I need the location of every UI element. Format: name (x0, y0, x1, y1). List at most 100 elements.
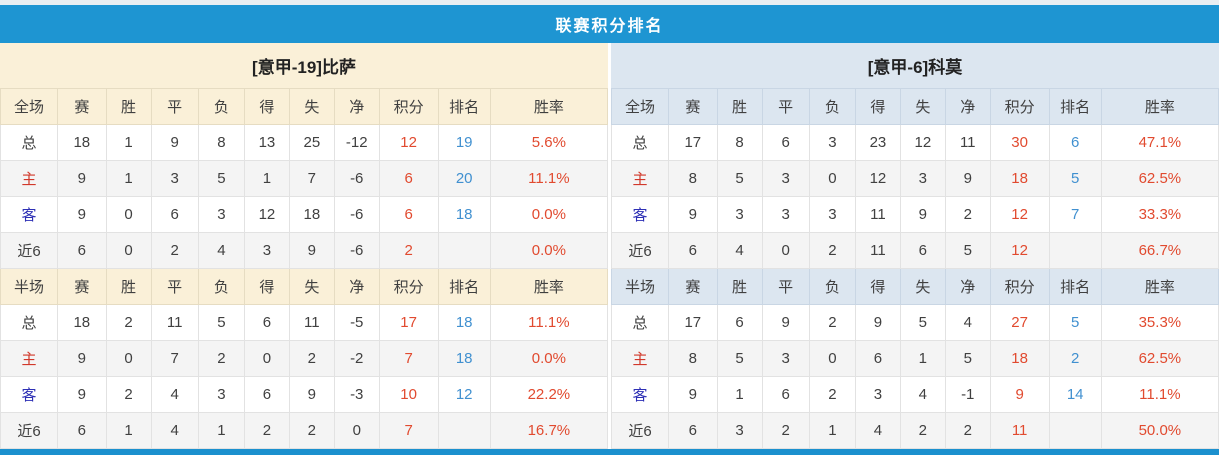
stat-cell: 0 (333, 412, 380, 449)
column-header-cell: 胜率 (1100, 268, 1219, 305)
points-cell: 11 (989, 412, 1050, 449)
points-cell: 6 (378, 196, 439, 233)
rank-cell: 18 (437, 304, 491, 341)
stats-table: 全场赛胜平负得失净积分 排名 胜率总 17 8 6 3 23 12 11 30 6 47.1% 主 8 5 3 0… (610, 88, 1219, 449)
column-header-cell: 平 (761, 268, 810, 305)
stat-cell: 3 (150, 160, 199, 197)
column-header-cell: 胜 (105, 88, 152, 125)
stats-row: 客 9 3 3 3 11 9 2 12 7 33.3% (610, 196, 1219, 233)
rank-cell: 18 (437, 340, 491, 377)
stat-cell: -5 (333, 304, 380, 341)
winrate-cell: 47.1% (1100, 124, 1219, 161)
winrate-cell: 11.1% (489, 160, 609, 197)
stat-cell: 12 (899, 124, 946, 161)
stat-cell: 4 (716, 232, 763, 269)
row-label-cell: 近6 (0, 412, 59, 449)
column-header-cell: 积分 (378, 268, 439, 305)
winrate-cell: 66.7% (1100, 232, 1219, 269)
points-cell: 2 (378, 232, 439, 269)
winrate-cell: 50.0% (1100, 412, 1219, 449)
stat-cell: 13 (243, 124, 290, 161)
rank-cell: 6 (1048, 124, 1102, 161)
stat-cell: 0 (105, 340, 152, 377)
stat-cell: 1 (243, 160, 290, 197)
stat-cell: 2 (808, 304, 856, 341)
stat-cell: 3 (197, 376, 245, 413)
row-label-cell: 近6 (610, 232, 670, 269)
column-header-cell: 排名 (1048, 88, 1102, 125)
stats-row: 总 18 1 9 8 13 25 -12 12 19 5.6% (0, 124, 609, 161)
stats-row: 总 18 2 11 5 6 11 -5 17 18 11.1% (0, 304, 609, 341)
stat-cell: 9 (288, 232, 335, 269)
row-label-cell: 客 (610, 376, 670, 413)
tables-container: [意甲-19]比萨 全场赛胜平负得失净积分 排名 胜率总 18 1 9 8 13 25 -12 12 1… (0, 43, 1219, 449)
stat-cell: 6 (243, 376, 290, 413)
column-header-cell: 胜率 (489, 268, 609, 305)
stat-cell: 11 (854, 232, 901, 269)
column-header-cell: 负 (197, 88, 245, 125)
team-title: [意甲-19]比萨 (0, 43, 608, 88)
column-header-cell: 失 (288, 88, 335, 125)
stat-cell: 2 (288, 412, 335, 449)
stat-cell: 1 (899, 340, 946, 377)
stat-cell: 5 (944, 232, 991, 269)
stat-cell: 9 (761, 304, 810, 341)
row-label-cell: 主 (0, 340, 59, 377)
stat-cell: 4 (197, 232, 245, 269)
stat-cell: 0 (243, 340, 290, 377)
stat-cell: -12 (333, 124, 380, 161)
winrate-cell: 62.5% (1100, 160, 1219, 197)
points-cell: 18 (989, 160, 1050, 197)
column-header-cell: 净 (333, 268, 380, 305)
rank-cell: 20 (437, 160, 491, 197)
team-panel-left: [意甲-19]比萨 全场赛胜平负得失净积分 排名 胜率总 18 1 9 8 13 25 -12 12 1… (0, 43, 611, 449)
points-cell: 30 (989, 124, 1050, 161)
rank-cell (437, 232, 491, 269)
stat-cell: 7 (288, 160, 335, 197)
stats-row: 主 8 5 3 0 12 3 9 18 5 62.5% (610, 160, 1219, 197)
stat-cell: 2 (105, 376, 152, 413)
stat-cell: -1 (944, 376, 991, 413)
column-header-cell: 积分 (378, 88, 439, 125)
row-label-cell: 主 (0, 160, 59, 197)
stat-cell: 6 (668, 232, 718, 269)
stat-cell: 25 (288, 124, 335, 161)
row-label-cell: 客 (0, 376, 59, 413)
rank-cell: 19 (437, 124, 491, 161)
stat-cell: 9 (288, 376, 335, 413)
row-label-cell: 客 (610, 196, 670, 233)
top-strip (0, 0, 1219, 5)
stat-cell: 3 (243, 232, 290, 269)
stats-row: 主 9 1 3 5 1 7 -6 6 20 11.1% (0, 160, 609, 197)
stat-cell: 11 (854, 196, 901, 233)
stat-cell: 18 (57, 304, 107, 341)
row-label-cell: 客 (0, 196, 59, 233)
stat-cell: 7 (150, 340, 199, 377)
row-label-cell: 近6 (0, 232, 59, 269)
column-header-cell: 净 (333, 88, 380, 125)
stat-cell: 1 (197, 412, 245, 449)
stat-cell: 2 (899, 412, 946, 449)
stat-cell: 1 (716, 376, 763, 413)
stat-cell: 11 (944, 124, 991, 161)
column-header-cell: 平 (150, 88, 199, 125)
points-cell: 7 (378, 340, 439, 377)
stats-row: 客 9 1 6 2 3 4 -1 9 14 11.1% (610, 376, 1219, 413)
stat-cell: 2 (944, 412, 991, 449)
section-header-row: 半场赛胜平负得失净积分 排名 胜率 (610, 268, 1219, 305)
column-header-cell: 得 (854, 268, 901, 305)
stat-cell: 3 (716, 196, 763, 233)
points-cell: 12 (989, 232, 1050, 269)
points-cell: 12 (989, 196, 1050, 233)
page-title: 联赛积分排名 (0, 5, 1219, 43)
stat-cell: 9 (57, 376, 107, 413)
points-cell: 18 (989, 340, 1050, 377)
row-label-cell: 总 (610, 304, 670, 341)
stat-cell: 8 (197, 124, 245, 161)
stat-cell: 5 (899, 304, 946, 341)
rank-cell: 5 (1048, 304, 1102, 341)
stat-cell: 9 (854, 304, 901, 341)
stats-row: 近6 6 3 2 1 4 2 2 11 50.0% (610, 412, 1219, 449)
column-header-cell: 赛 (668, 88, 718, 125)
row-label-cell: 总 (0, 304, 59, 341)
